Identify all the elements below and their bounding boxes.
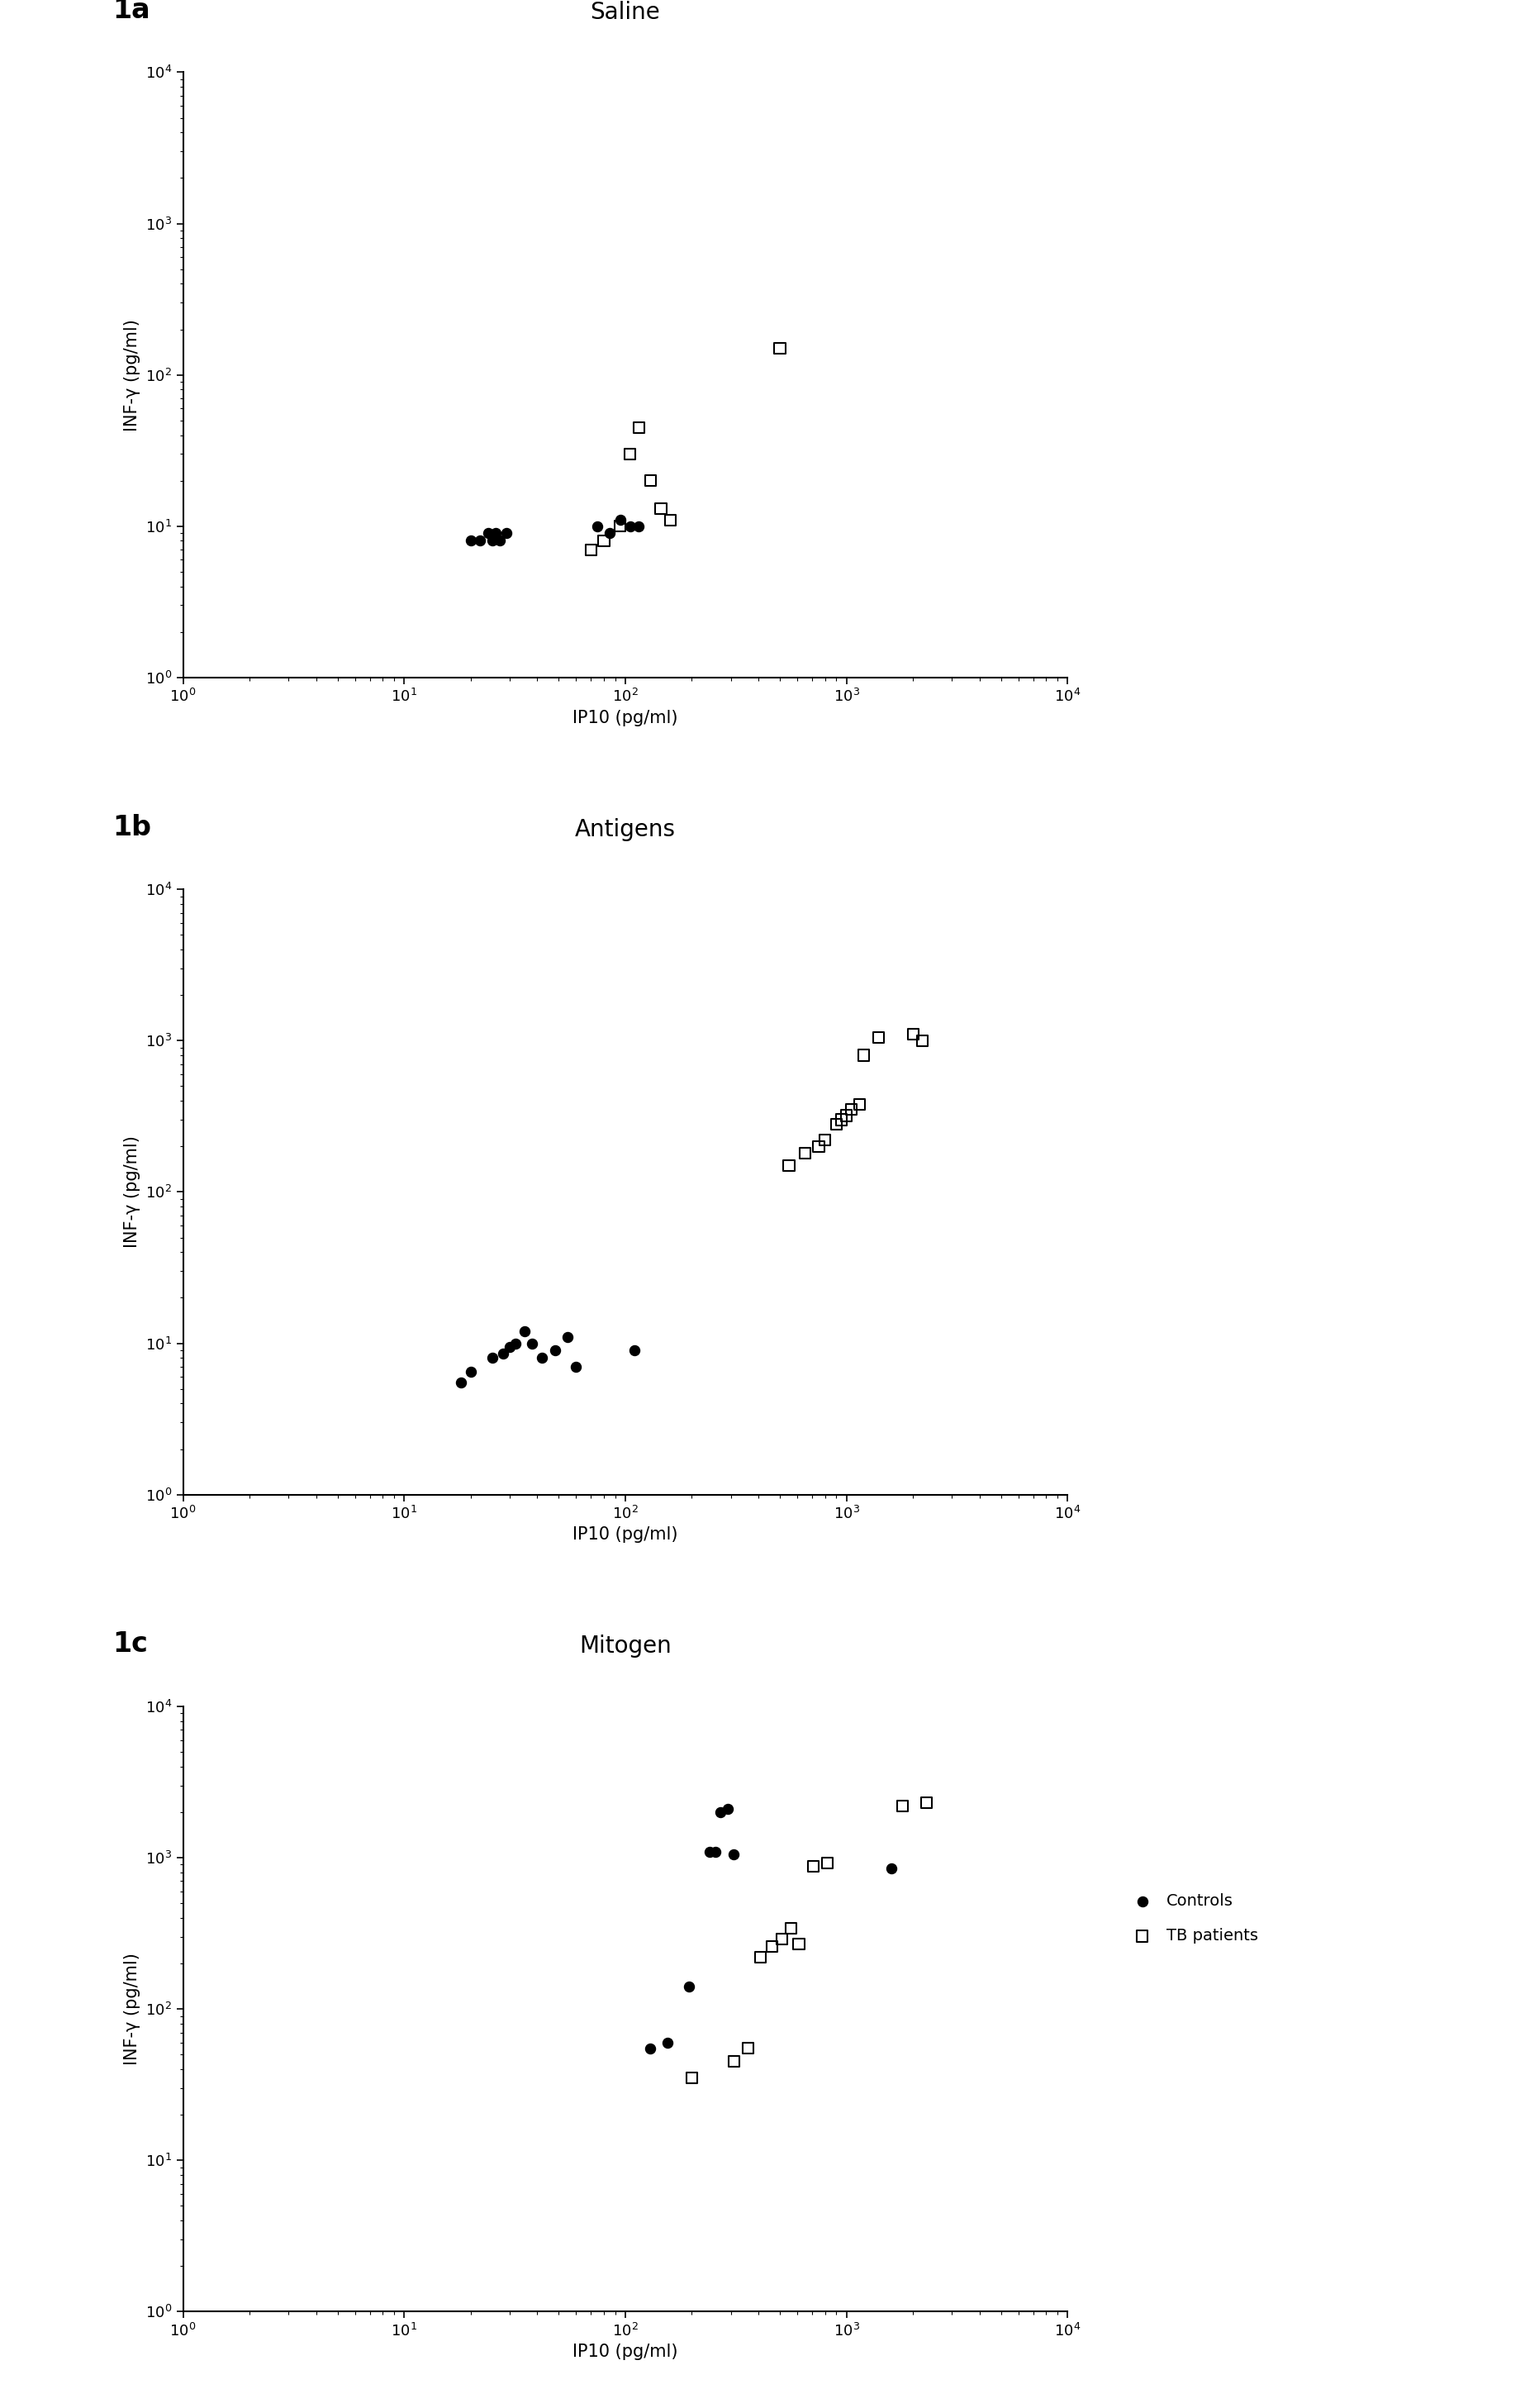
Controls: [880, 1849, 904, 1888]
TB patients: [830, 1100, 854, 1139]
Controls: [608, 501, 633, 539]
TB patients: [618, 436, 642, 474]
Controls: [512, 1312, 537, 1351]
TB patients: [824, 1105, 848, 1144]
TB patients: [891, 1787, 915, 1825]
TB patients: [680, 2059, 705, 2097]
TB patients: [648, 489, 673, 527]
Controls: [497, 1327, 522, 1365]
TB patients: [787, 1924, 811, 1963]
TB patients: [580, 530, 604, 568]
Text: Saline: Saline: [590, 0, 660, 24]
TB patients: [834, 1096, 859, 1134]
Y-axis label: INF-γ (pg/ml): INF-γ (pg/ml): [124, 1137, 140, 1247]
TB patients: [813, 1120, 837, 1158]
X-axis label: IP10 (pg/ml): IP10 (pg/ml): [572, 2343, 679, 2360]
TB patients: [608, 508, 633, 547]
TB patients: [816, 1845, 840, 1883]
TB patients: [913, 1784, 938, 1823]
TB patients: [639, 462, 663, 501]
Controls: [555, 1317, 580, 1356]
Y-axis label: INF-γ (pg/ml): INF-γ (pg/ml): [124, 1953, 140, 2066]
Text: Antigens: Antigens: [575, 819, 676, 840]
Controls: [721, 1835, 746, 1873]
Controls: [503, 1324, 528, 1363]
Controls: [677, 1967, 702, 2006]
X-axis label: IP10 (pg/ml): IP10 (pg/ml): [572, 1527, 679, 1544]
TB patients: [848, 1086, 872, 1125]
Controls: [476, 513, 500, 551]
TB patients: [839, 1091, 863, 1129]
TB patients: [910, 1021, 935, 1060]
TB patients: [901, 1016, 926, 1055]
Controls: [480, 1339, 505, 1377]
Controls: [709, 1794, 734, 1832]
Controls: [468, 523, 493, 561]
Controls: [459, 1353, 483, 1392]
TB patients: [866, 1019, 891, 1057]
Controls: [491, 1334, 515, 1373]
TB patients: [737, 2030, 761, 2068]
Controls: [715, 1789, 740, 1828]
Controls: [480, 523, 505, 561]
Controls: [656, 2023, 680, 2061]
Controls: [598, 513, 622, 551]
Controls: [564, 1348, 589, 1387]
TB patients: [721, 2042, 746, 2081]
TB patients: [592, 523, 616, 561]
TB patients: [793, 1134, 817, 1173]
Controls: [488, 523, 512, 561]
TB patients: [659, 501, 683, 539]
Controls: [703, 1832, 727, 1871]
Controls: [543, 1332, 567, 1370]
TB patients: [801, 1847, 825, 1885]
Y-axis label: INF-γ (pg/ml): INF-γ (pg/ml): [124, 318, 140, 431]
X-axis label: IP10 (pg/ml): IP10 (pg/ml): [572, 710, 679, 727]
Controls: [529, 1339, 554, 1377]
TB patients: [778, 1910, 802, 1948]
Controls: [459, 523, 483, 561]
Controls: [618, 508, 642, 547]
TB patients: [627, 407, 651, 445]
TB patients: [776, 1146, 801, 1185]
Legend: Controls, TB patients: Controls, TB patients: [1119, 1885, 1264, 1950]
Text: 1b: 1b: [113, 814, 151, 840]
TB patients: [759, 1926, 784, 1965]
Controls: [627, 508, 651, 547]
Controls: [697, 1832, 721, 1871]
Controls: [520, 1324, 544, 1363]
TB patients: [767, 330, 791, 368]
Text: Mitogen: Mitogen: [580, 1635, 671, 1659]
Controls: [483, 513, 508, 551]
Text: 1a: 1a: [113, 0, 149, 24]
Controls: [448, 1363, 473, 1401]
Controls: [586, 508, 610, 547]
TB patients: [749, 1938, 773, 1977]
Controls: [494, 513, 519, 551]
TB patients: [807, 1127, 831, 1165]
Controls: [639, 2030, 663, 2068]
TB patients: [770, 1919, 795, 1958]
TB patients: [851, 1035, 875, 1074]
Text: 1c: 1c: [113, 1630, 148, 1659]
Controls: [622, 1332, 647, 1370]
